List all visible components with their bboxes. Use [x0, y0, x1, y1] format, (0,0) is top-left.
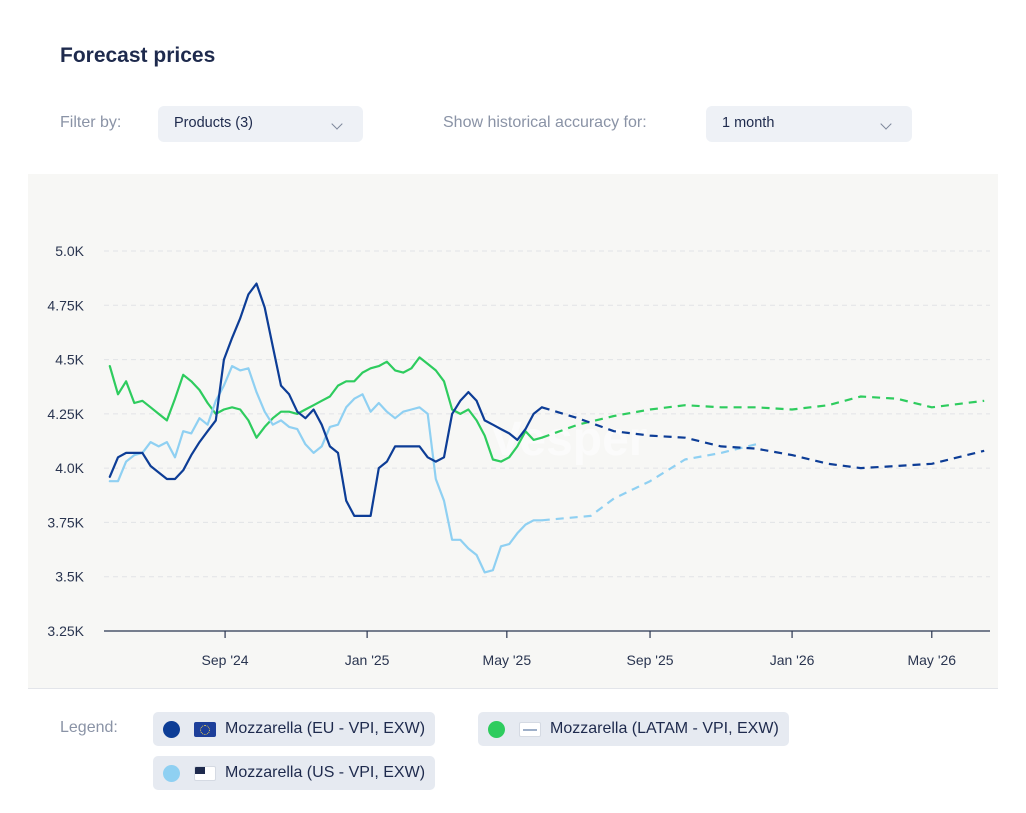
legend-item-eu[interactable]: Mozzarella (EU - VPI, EXW)	[153, 712, 436, 746]
legend-item-latam[interactable]: Mozzarella (LATAM - VPI, EXW)	[478, 712, 789, 746]
filter-by-label: Filter by:	[60, 114, 122, 131]
series-line-forecast	[541, 395, 985, 439]
y-tick-label: 4.5K	[55, 352, 84, 368]
y-tick-label: 4.25K	[47, 406, 84, 422]
y-tick-label: 3.5K	[55, 569, 84, 585]
legend-item-label: Mozzarella (LATAM - VPI, EXW)	[550, 720, 779, 737]
products-select[interactable]: Products (3)	[158, 106, 363, 142]
us-flag-icon	[194, 765, 216, 781]
series-line-forecast	[541, 406, 985, 470]
page-title: Forecast prices	[60, 44, 216, 67]
series-line-historical	[108, 356, 543, 463]
legend-item-us[interactable]: Mozzarella (US - VPI, EXW)	[153, 756, 436, 790]
x-tick-label: Jan '25	[345, 652, 390, 668]
legend-item-label: Mozzarella (US - VPI, EXW)	[225, 764, 426, 781]
chart-panel	[28, 174, 998, 689]
x-tick-label: Sep '24	[202, 652, 249, 668]
x-tick-label: Sep '25	[627, 652, 674, 668]
legend-item-label: Mozzarella (EU - VPI, EXW)	[225, 720, 426, 737]
series-line-forecast	[541, 443, 757, 522]
legend-dot-icon	[163, 720, 180, 738]
accuracy-select[interactable]: 1 month	[706, 106, 912, 142]
accuracy-label: Show historical accuracy for:	[443, 114, 647, 131]
watermark-text: Vesper	[490, 413, 647, 466]
x-tick-label: Jan '26	[770, 652, 815, 668]
series-line-historical	[108, 282, 543, 518]
y-tick-label: 4.75K	[47, 297, 84, 313]
x-tick-label: May '26	[907, 652, 956, 668]
y-tick-label: 5.0K	[55, 243, 84, 259]
y-tick-label: 3.75K	[47, 514, 84, 530]
y-tick-label: 4.0K	[55, 460, 84, 476]
products-select-value: Products (3)	[174, 115, 253, 131]
y-tick-label: 3.25K	[47, 623, 84, 639]
x-tick-label: May '25	[483, 652, 532, 668]
latam-flag-icon	[519, 721, 541, 737]
legend-dot-icon	[163, 764, 180, 782]
chart-panel-divider	[28, 688, 998, 689]
legend-label: Legend:	[60, 719, 118, 736]
eu-flag-icon	[194, 721, 216, 737]
accuracy-select-value: 1 month	[722, 115, 775, 131]
legend-dot-icon	[488, 720, 505, 738]
